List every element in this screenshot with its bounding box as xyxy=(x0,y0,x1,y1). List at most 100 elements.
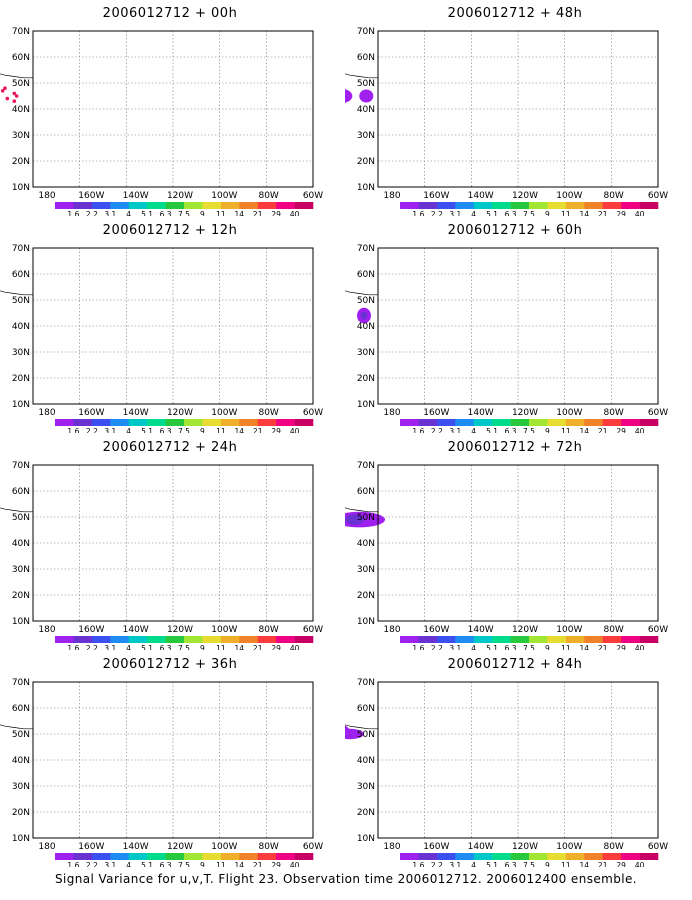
colorbar-label: 9 xyxy=(200,427,205,433)
colorbar-label: 2.2 xyxy=(86,210,98,216)
lon-label: 100W xyxy=(211,625,237,635)
colorbar-label: 11 xyxy=(561,210,571,216)
lon-label: 60W xyxy=(303,408,323,418)
lon-label: 160W xyxy=(78,625,104,635)
lat-label: 70N xyxy=(357,27,375,37)
lat-label: 30N xyxy=(357,131,375,141)
colorbar-swatch xyxy=(147,853,166,860)
lon-label: 100W xyxy=(556,625,582,635)
colorbar-label: 7.5 xyxy=(178,427,190,433)
lon-label: 160W xyxy=(423,842,449,852)
colorbar-label: 40 xyxy=(635,861,645,867)
lon-label: 80W xyxy=(258,191,278,201)
map-panel: 2006012712 + 36h 70N 60N 50N 40N 30N 20N 10N 180… xyxy=(0,651,340,867)
colorbar-label: 4 xyxy=(126,861,131,867)
lon-label: 180 xyxy=(38,842,55,852)
map-frame xyxy=(32,464,314,622)
lon-label: 60W xyxy=(303,842,323,852)
lat-label: 50N xyxy=(357,730,375,740)
colorbar-swatch xyxy=(584,636,603,643)
variance-region xyxy=(360,311,368,320)
lon-label: 160W xyxy=(423,625,449,635)
map-panel: 2006012712 + 24h 70N 60N 50N 40N 30N 20N 10N 180… xyxy=(0,434,340,650)
colorbar-label: 5.1 xyxy=(141,427,153,433)
colorbar-label: 3.1 xyxy=(104,644,116,650)
colorbar-label: 3.1 xyxy=(104,427,116,433)
colorbar-label: 14 xyxy=(580,861,590,867)
map-frame xyxy=(32,30,314,188)
lat-label: 40N xyxy=(12,539,30,549)
colorbar-swatch xyxy=(147,202,166,209)
colorbar-swatch xyxy=(294,419,314,426)
colorbar-label: 29 xyxy=(271,861,281,867)
panel-title: 2006012712 + 48h xyxy=(447,6,583,21)
colorbar-swatch xyxy=(584,419,603,426)
colorbar-label: 6.3 xyxy=(160,427,172,433)
colorbar-swatch xyxy=(202,202,222,209)
colorbar-swatch xyxy=(510,853,530,860)
lon-label: 180 xyxy=(38,191,55,201)
observation-point xyxy=(12,91,17,96)
panel-title: 2006012712 + 72h xyxy=(447,440,583,455)
coastline xyxy=(0,290,33,296)
lon-label: 180 xyxy=(383,191,400,201)
observation-point xyxy=(14,94,19,98)
colorbar-swatch xyxy=(239,636,258,643)
lon-label: 100W xyxy=(211,408,237,418)
colorbar-swatch xyxy=(529,636,548,643)
colorbar-swatch xyxy=(184,202,203,209)
lon-label: 140W xyxy=(123,842,149,852)
lon-label: 60W xyxy=(648,842,668,852)
colorbar-label: 21 xyxy=(598,427,608,433)
colorbar-label: 4 xyxy=(126,644,131,650)
lat-label: 50N xyxy=(357,513,375,523)
map-svg: 70N 60N 50N 40N 30N 20N 10N 180 160W 140W 120W 100W… xyxy=(0,244,323,433)
colorbar-swatch xyxy=(455,202,474,209)
colorbar-label: 29 xyxy=(271,427,281,433)
colorbar-swatch xyxy=(294,853,314,860)
lat-label: 70N xyxy=(357,461,375,471)
colorbar-swatch xyxy=(400,636,419,643)
colorbar-label: 2.2 xyxy=(431,210,443,216)
lat-label: 70N xyxy=(12,461,30,471)
lon-label: 160W xyxy=(423,408,449,418)
lat-label: 60N xyxy=(357,53,375,63)
lat-label: 40N xyxy=(357,539,375,549)
map-svg: 70N 60N 50N 40N 30N 20N 10N 180 160W 140W 120W 100W… xyxy=(345,678,668,867)
lon-label: 60W xyxy=(648,408,668,418)
lat-label: 30N xyxy=(12,131,30,141)
colorbar-swatch xyxy=(165,853,185,860)
colorbar-swatch xyxy=(400,202,419,209)
map-frame xyxy=(32,681,314,839)
colorbar-swatch xyxy=(529,202,548,209)
colorbar-label: 14 xyxy=(235,427,245,433)
colorbar-swatch xyxy=(400,419,419,426)
lon-label: 100W xyxy=(556,191,582,201)
map-frame xyxy=(377,30,659,188)
observation-point xyxy=(12,99,17,103)
coastline xyxy=(0,724,33,730)
map-frame xyxy=(377,247,659,405)
colorbar-label: 40 xyxy=(290,861,300,867)
colorbar-swatch xyxy=(110,419,129,426)
lon-label: 120W xyxy=(512,408,538,418)
colorbar-swatch xyxy=(547,419,567,426)
colorbar-label: 11 xyxy=(561,644,571,650)
colorbar-label: 7.5 xyxy=(523,861,535,867)
colorbar-label: 21 xyxy=(253,427,263,433)
colorbar-label: 11 xyxy=(561,427,571,433)
lon-label: 100W xyxy=(556,842,582,852)
colorbar-label: 2.2 xyxy=(431,861,443,867)
colorbar-label: 6.3 xyxy=(160,210,172,216)
colorbar-swatch xyxy=(565,636,585,643)
lon-label: 140W xyxy=(123,408,149,418)
colorbar-swatch xyxy=(110,853,129,860)
map-frame xyxy=(32,247,314,405)
colorbar-swatch xyxy=(473,419,493,426)
lat-label: 30N xyxy=(357,565,375,575)
lat-label: 50N xyxy=(12,513,30,523)
colorbar-swatch xyxy=(492,419,511,426)
colorbar-swatch xyxy=(276,853,295,860)
colorbar-swatch xyxy=(91,853,111,860)
lat-label: 10N xyxy=(12,400,30,410)
